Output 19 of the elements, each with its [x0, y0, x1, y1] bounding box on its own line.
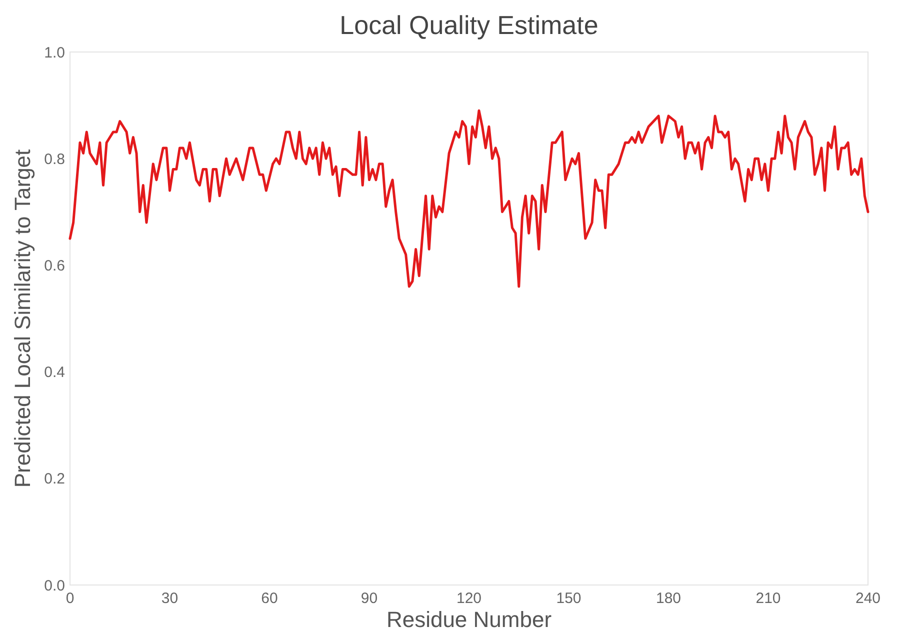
- y-tick-label: 0.8: [44, 150, 65, 168]
- y-tick-label: 0.4: [44, 364, 65, 382]
- x-tick-label: 210: [756, 590, 781, 607]
- x-axis-title: Residue Number: [386, 607, 552, 632]
- x-tick-label: 30: [161, 590, 178, 607]
- line-series: [68, 109, 870, 288]
- x-tick-label: 90: [360, 590, 378, 607]
- chart-title: Local Quality Estimate: [340, 10, 598, 40]
- x-tick-label: 120: [456, 590, 482, 607]
- x-tick-label: 150: [556, 590, 582, 607]
- y-tick-label: 0.2: [44, 470, 65, 488]
- y-axis-title: Predicted Local Similarity to Target: [10, 149, 35, 488]
- x-tick-label: 180: [656, 590, 682, 607]
- x-tick-label: 60: [261, 590, 278, 607]
- y-tick-label: 1.0: [44, 44, 65, 62]
- x-tick-label: 240: [855, 590, 881, 607]
- y-tick-label: 0.0: [44, 577, 65, 594]
- x-tick-label: 0: [66, 590, 74, 607]
- y-tick-label: 0.6: [44, 257, 65, 274]
